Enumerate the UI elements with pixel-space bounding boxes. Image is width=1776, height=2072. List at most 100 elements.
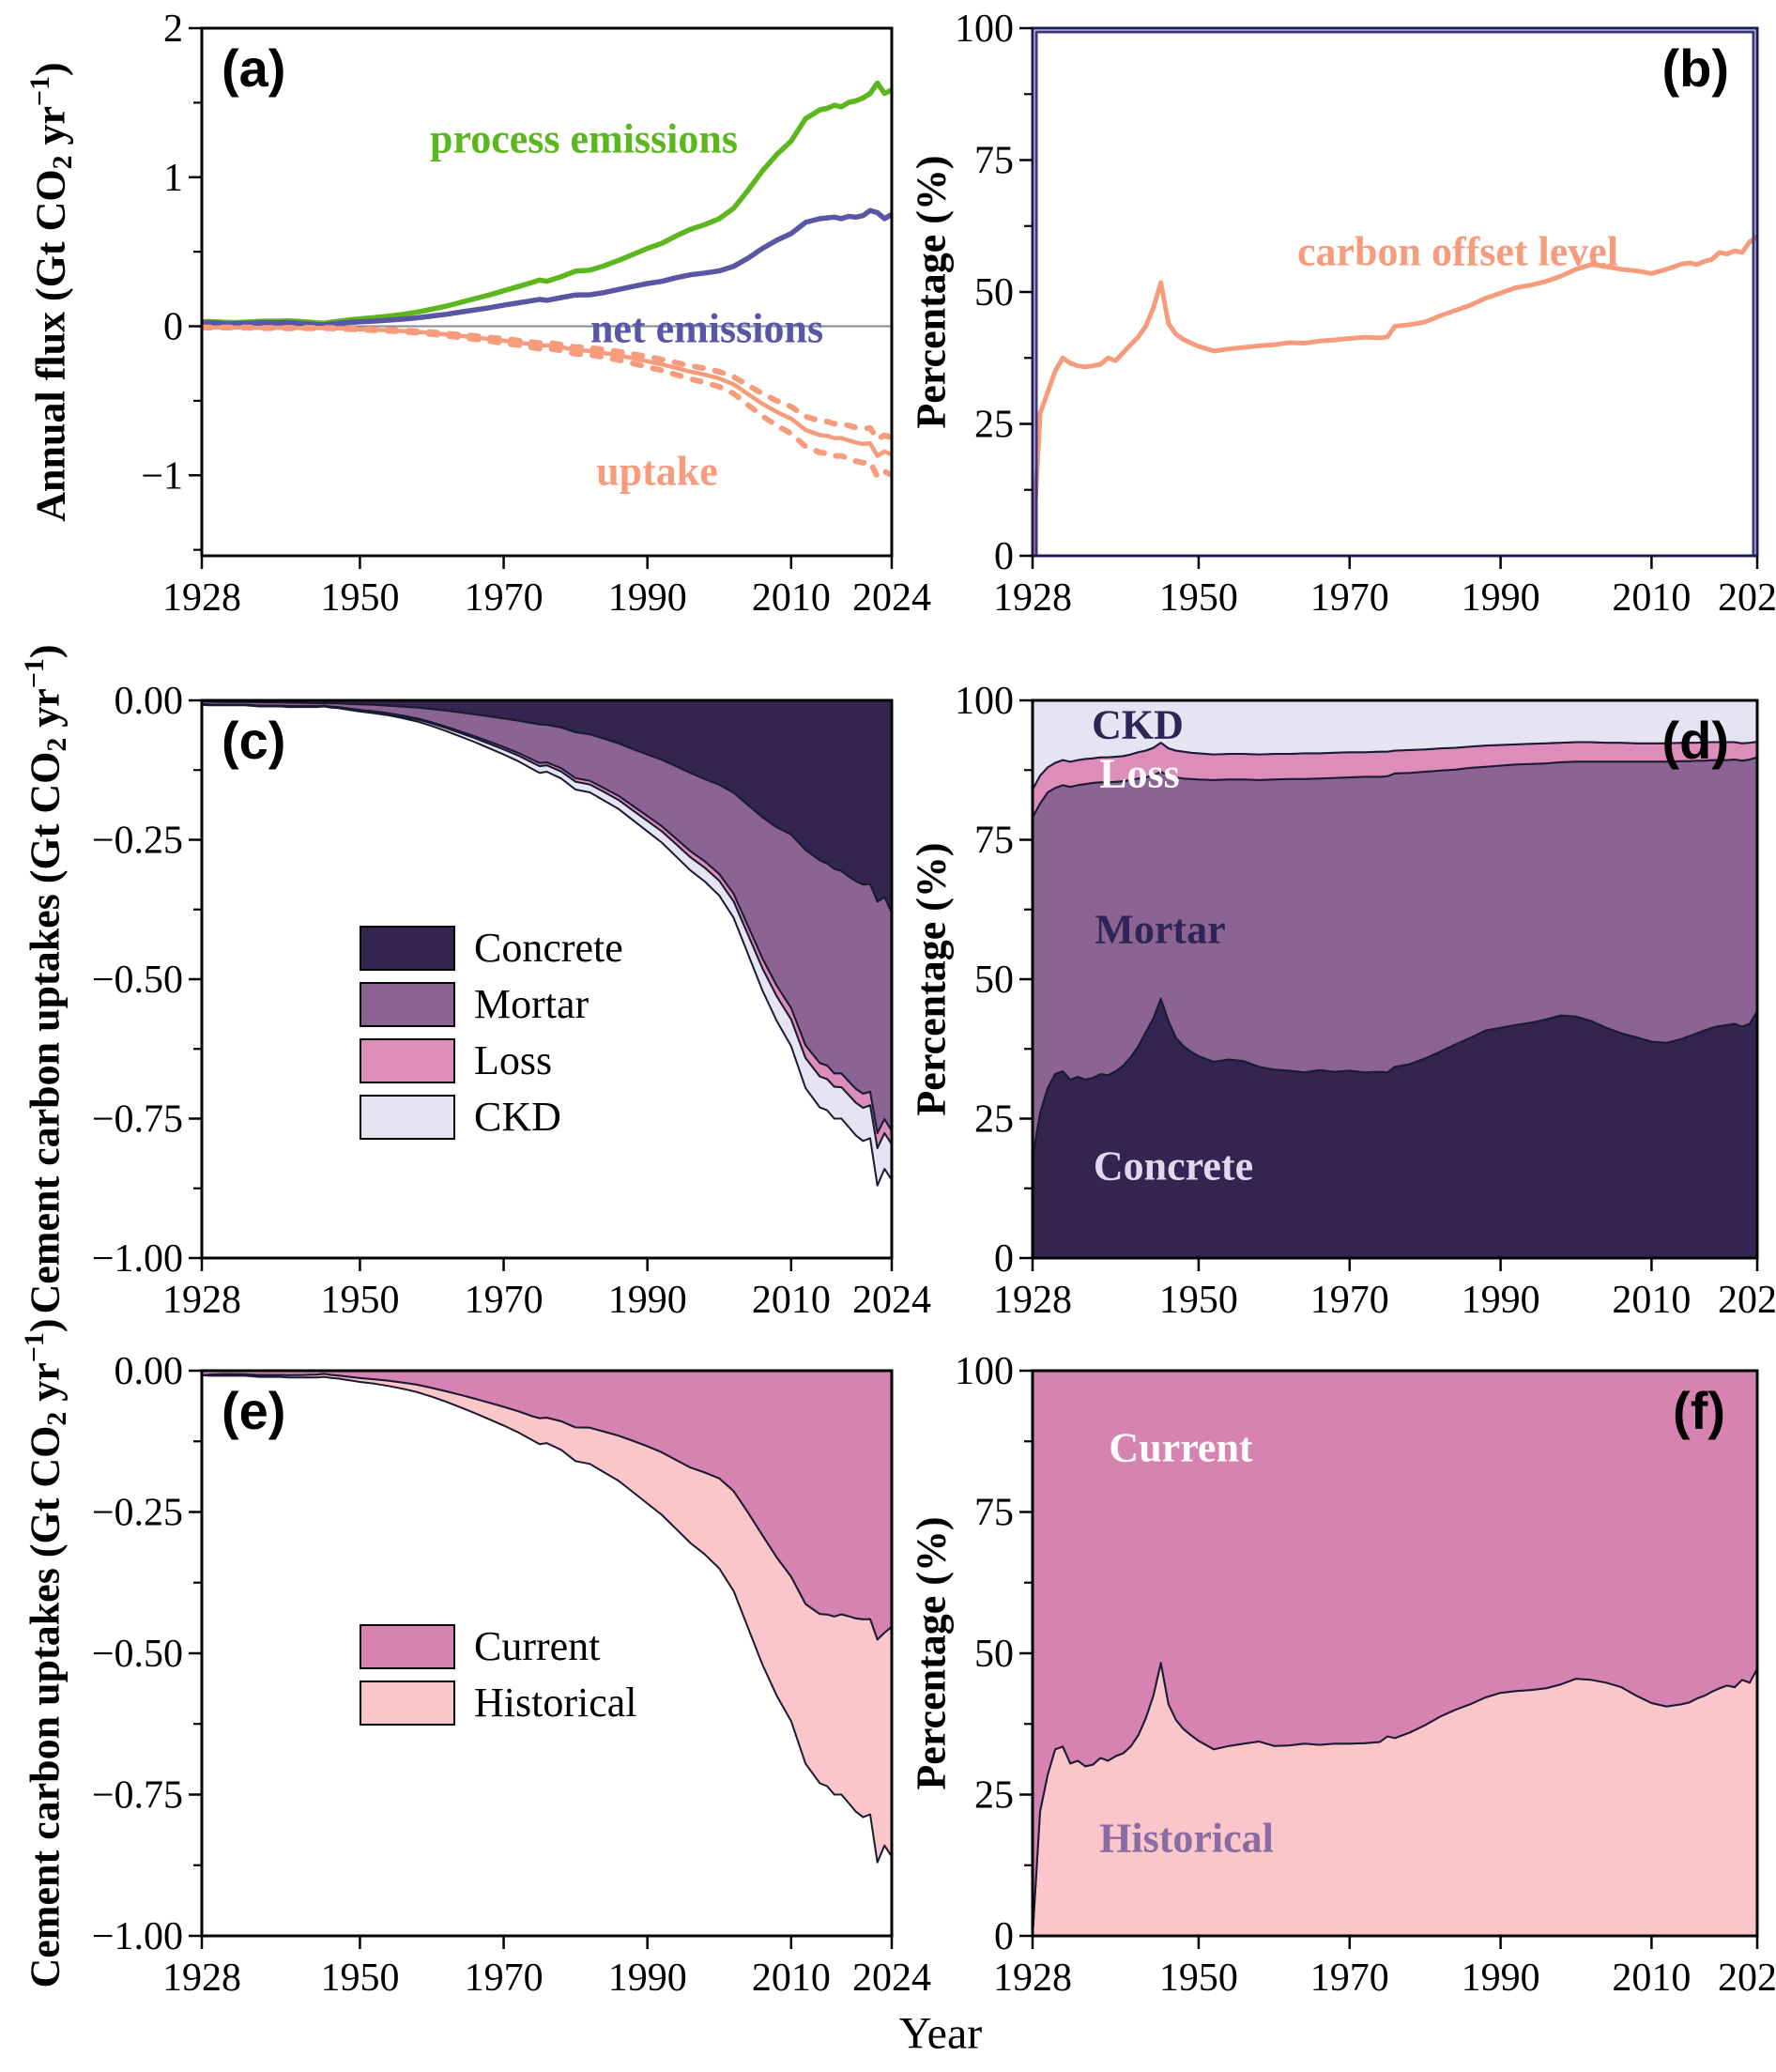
legend-item-current: Current xyxy=(360,1622,637,1670)
svg-text:0.00: 0.00 xyxy=(115,1350,184,1393)
y-axis-title-percentage-b: Percentage (%) xyxy=(908,155,955,429)
svg-text:50: 50 xyxy=(974,271,1014,315)
mortar-area-label: Mortar xyxy=(1095,906,1226,953)
svg-text:1970: 1970 xyxy=(465,1957,544,2000)
legend-item-concrete: Concrete xyxy=(360,924,623,972)
concrete-swatch xyxy=(360,925,455,971)
svg-text:75: 75 xyxy=(974,1492,1014,1535)
svg-text:−1.00: −1.00 xyxy=(92,1237,183,1281)
svg-text:1928: 1928 xyxy=(993,1957,1072,2000)
svg-text:0: 0 xyxy=(994,1237,1014,1281)
svg-text:1990: 1990 xyxy=(1462,1279,1540,1322)
current-area-label: Current xyxy=(1109,1424,1253,1471)
svg-text:2024: 2024 xyxy=(852,1279,931,1322)
svg-text:−1: −1 xyxy=(141,454,183,498)
mortar-swatch xyxy=(360,981,455,1027)
svg-text:1928: 1928 xyxy=(162,1279,241,1322)
panel-d-letter: (d) xyxy=(1661,711,1729,770)
panel-e-letter: (e) xyxy=(222,1381,286,1440)
ckd-swatch xyxy=(360,1094,455,1140)
legend-label: Concrete xyxy=(474,925,623,971)
svg-text:2010: 2010 xyxy=(1612,1957,1691,2000)
svg-text:75: 75 xyxy=(974,140,1014,183)
svg-text:2024: 2024 xyxy=(1718,1279,1776,1322)
panel-f-letter: (f) xyxy=(1673,1381,1725,1440)
svg-text:1990: 1990 xyxy=(1462,576,1540,620)
svg-text:0.00: 0.00 xyxy=(115,680,184,723)
svg-text:1990: 1990 xyxy=(608,1279,687,1322)
svg-text:25: 25 xyxy=(974,404,1014,447)
loss-swatch xyxy=(360,1037,455,1083)
uptake-label: uptake xyxy=(596,448,718,495)
svg-text:1950: 1950 xyxy=(1159,576,1238,620)
svg-text:1970: 1970 xyxy=(465,576,544,620)
panel-a-letter: (a) xyxy=(222,38,286,98)
svg-text:1970: 1970 xyxy=(1310,576,1389,620)
svg-text:1950: 1950 xyxy=(320,1279,399,1322)
svg-text:1990: 1990 xyxy=(1462,1957,1540,2000)
legend-panel-e: Current Historical xyxy=(360,1622,637,1735)
svg-text:2010: 2010 xyxy=(1612,576,1691,620)
svg-text:1: 1 xyxy=(163,157,183,200)
svg-text:2010: 2010 xyxy=(1612,1279,1691,1322)
svg-text:1970: 1970 xyxy=(465,1279,544,1322)
svg-text:1928: 1928 xyxy=(993,576,1072,620)
y-axis-title-uptakes-c: Cement carbon uptakes (Gt CO2 yr−1) xyxy=(19,644,72,1314)
svg-text:1928: 1928 xyxy=(162,576,241,620)
svg-text:1970: 1970 xyxy=(1310,1957,1389,2000)
svg-text:25: 25 xyxy=(974,1098,1014,1142)
svg-text:2: 2 xyxy=(163,8,183,51)
loss-area-label: Loss xyxy=(1099,750,1180,797)
svg-text:25: 25 xyxy=(974,1774,1014,1818)
svg-text:−0.25: −0.25 xyxy=(92,1492,183,1535)
svg-text:−0.25: −0.25 xyxy=(92,820,183,863)
legend-label: Loss xyxy=(474,1037,553,1083)
x-axis-title-year: Year xyxy=(898,2008,983,2059)
carbon-offset-level-label: carbon offset level xyxy=(1296,228,1619,275)
svg-text:0: 0 xyxy=(163,306,183,349)
panel-c-letter: (c) xyxy=(222,711,286,770)
panel-b-letter: (b) xyxy=(1661,38,1729,98)
svg-text:75: 75 xyxy=(974,820,1014,863)
legend-item-ckd: CKD xyxy=(360,1093,623,1141)
legend-item-loss: Loss xyxy=(360,1036,623,1084)
svg-text:50: 50 xyxy=(974,959,1014,1002)
legend-label: Mortar xyxy=(474,981,589,1027)
svg-text:100: 100 xyxy=(955,1350,1014,1393)
svg-text:−0.75: −0.75 xyxy=(92,1774,183,1818)
ckd-area-label: CKD xyxy=(1092,701,1184,748)
y-axis-title-percentage-d: Percentage (%) xyxy=(908,842,955,1116)
legend-panel-c: Concrete Mortar Loss CKD xyxy=(360,924,623,1149)
legend-item-mortar: Mortar xyxy=(360,980,623,1028)
legend-item-historical: Historical xyxy=(360,1679,637,1727)
concrete-area-label: Concrete xyxy=(1093,1143,1254,1189)
svg-text:−0.75: −0.75 xyxy=(92,1098,183,1142)
svg-text:1950: 1950 xyxy=(1159,1957,1238,2000)
y-axis-title-annual-flux: Annual flux (Gt CO2 yr−1) xyxy=(24,62,78,522)
svg-text:−1.00: −1.00 xyxy=(92,1915,183,1958)
process-emissions-label: process emissions xyxy=(430,115,738,162)
svg-text:1950: 1950 xyxy=(1159,1279,1238,1322)
svg-text:2024: 2024 xyxy=(1718,1957,1776,2000)
svg-text:−0.50: −0.50 xyxy=(92,1633,183,1676)
svg-text:2024: 2024 xyxy=(1718,576,1776,620)
svg-text:2010: 2010 xyxy=(752,576,831,620)
svg-text:2010: 2010 xyxy=(752,1279,831,1322)
legend-label: Current xyxy=(474,1623,601,1669)
historical-swatch xyxy=(360,1680,455,1726)
svg-text:2024: 2024 xyxy=(852,1957,931,2000)
svg-text:2024: 2024 xyxy=(852,576,931,620)
legend-label: Historical xyxy=(474,1680,637,1726)
svg-text:1950: 1950 xyxy=(320,1957,399,2000)
historical-area-label: Historical xyxy=(1099,1815,1274,1862)
y-axis-title-uptakes-e: Cement carbon uptakes (Gt CO2 yr−1) xyxy=(19,1318,72,1988)
svg-text:0: 0 xyxy=(994,535,1014,578)
svg-text:1928: 1928 xyxy=(162,1957,241,2000)
svg-text:100: 100 xyxy=(955,680,1014,723)
legend-label: CKD xyxy=(474,1094,561,1140)
svg-text:1990: 1990 xyxy=(608,1957,687,2000)
svg-text:100: 100 xyxy=(955,8,1014,51)
current-swatch xyxy=(360,1623,455,1669)
